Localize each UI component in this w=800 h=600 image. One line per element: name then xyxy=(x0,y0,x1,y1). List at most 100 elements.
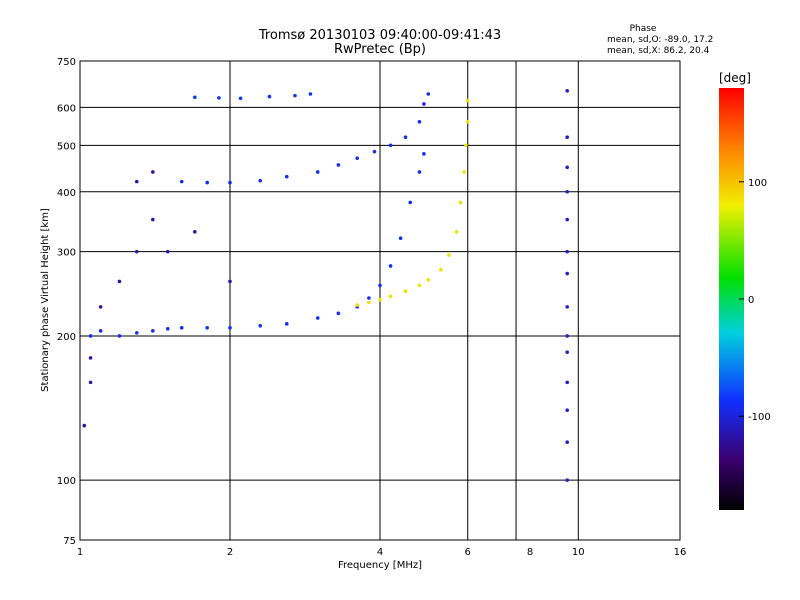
y-tick-label-2: 200 xyxy=(57,332,76,343)
data-point-s5-0 xyxy=(565,478,569,482)
y-tick-label-6: 600 xyxy=(57,103,76,114)
y-tick-label-7: 750 xyxy=(57,57,76,68)
data-points xyxy=(82,88,569,482)
y-tick-label-0: 75 xyxy=(63,536,76,547)
data-point-s4-8 xyxy=(134,179,139,184)
data-point-s5-4 xyxy=(565,350,569,354)
data-point-s4-0 xyxy=(82,423,87,428)
data-point-s4-4 xyxy=(117,279,122,284)
data-point-s1-14 xyxy=(465,98,470,103)
data-point-s2-11 xyxy=(417,119,422,124)
x-tick-label-4: 8 xyxy=(527,547,533,558)
data-point-s0-5 xyxy=(165,327,170,331)
data-point-s3-1 xyxy=(217,96,221,100)
data-point-s4-3 xyxy=(98,305,103,309)
data-point-s1-11 xyxy=(462,170,466,174)
data-point-s4-6 xyxy=(151,217,155,222)
x-axis-ticks: 1 2 4 6 8 10 16 xyxy=(77,547,687,558)
data-point-s0-0 xyxy=(88,334,93,338)
data-point-s4-7 xyxy=(151,170,155,174)
data-point-s1-12 xyxy=(464,143,468,148)
data-point-s1-10 xyxy=(458,200,463,205)
data-point-s2-2 xyxy=(228,180,232,185)
data-point-s3-4 xyxy=(293,93,297,98)
data-point-s2-13 xyxy=(426,92,431,96)
data-point-s0-4 xyxy=(151,329,155,333)
x-tick-label-0: 1 xyxy=(77,547,83,558)
data-point-s2-4 xyxy=(284,174,289,179)
data-point-s2-3 xyxy=(258,178,263,183)
data-point-s4-2 xyxy=(88,356,93,360)
data-point-s5-6 xyxy=(565,305,569,309)
data-point-s0-3 xyxy=(134,331,139,335)
data-point-s4-5 xyxy=(134,249,139,254)
data-point-s2-5 xyxy=(315,170,320,174)
data-point-s0-12 xyxy=(336,311,341,316)
data-point-s2-6 xyxy=(336,163,341,167)
data-point-s1-2 xyxy=(378,297,382,302)
data-point-s3-3 xyxy=(267,94,272,99)
data-point-s3-2 xyxy=(238,96,243,101)
data-point-s1-9 xyxy=(454,229,459,234)
data-point-s0-9 xyxy=(258,324,263,328)
data-point-s1-7 xyxy=(439,267,443,272)
phase-stats-o: mean, sd,O: -89.0, 17.2 xyxy=(607,35,713,45)
data-point-s1-5 xyxy=(417,283,422,288)
x-axis-label: Frequency [MHz] xyxy=(338,560,422,571)
data-point-s0-1 xyxy=(98,329,103,333)
data-point-s2-1 xyxy=(205,180,209,185)
x-tick-label-3: 6 xyxy=(465,547,471,558)
colorbar: [deg] -100 0 100 xyxy=(719,71,771,510)
phase-stats: Phase mean, sd,O: -89.0, 17.2 mean, sd,X… xyxy=(607,24,713,56)
phase-stats-heading: Phase xyxy=(630,24,657,34)
data-point-s4-10 xyxy=(193,229,197,234)
data-point-s2-9 xyxy=(388,143,393,148)
data-point-s0-10 xyxy=(284,322,289,326)
data-point-s0-15 xyxy=(378,283,382,288)
data-point-s0-2 xyxy=(117,334,122,338)
data-point-s0-8 xyxy=(228,326,232,330)
data-point-s5-13 xyxy=(565,88,569,93)
data-point-s0-16 xyxy=(388,264,393,268)
data-point-s2-0 xyxy=(179,179,184,184)
colorbar-tick-label-1: 0 xyxy=(748,295,754,306)
y-tick-label-3: 300 xyxy=(57,248,76,259)
data-point-s4-11 xyxy=(228,279,232,284)
data-point-s5-3 xyxy=(565,380,569,385)
y-tick-label-4: 400 xyxy=(57,188,76,199)
data-point-s1-6 xyxy=(426,277,431,282)
data-point-s1-0 xyxy=(355,303,359,307)
data-point-s5-12 xyxy=(565,135,569,139)
data-point-s5-2 xyxy=(565,408,569,412)
colorbar-tick-label-2: 100 xyxy=(748,178,767,189)
data-point-s5-5 xyxy=(565,334,569,338)
colorbar-ticks: -100 0 100 xyxy=(739,178,771,423)
y-axis-ticks: 75 100 200 300 400 500 600 750 xyxy=(57,57,76,547)
data-point-s1-1 xyxy=(367,300,371,305)
data-point-s2-7 xyxy=(355,156,359,161)
data-point-s2-12 xyxy=(422,102,426,106)
data-point-s4-9 xyxy=(165,249,170,254)
data-point-s1-13 xyxy=(465,119,470,124)
grid-lines xyxy=(79,60,681,541)
data-point-s3-0 xyxy=(193,95,197,100)
data-point-s0-20 xyxy=(422,152,426,156)
colorbar-tick-label-0: -100 xyxy=(748,412,771,423)
x-tick-label-1: 2 xyxy=(227,547,233,558)
data-point-s0-6 xyxy=(179,326,184,330)
data-point-s1-4 xyxy=(403,289,408,294)
data-point-s2-8 xyxy=(372,149,377,154)
data-point-s0-14 xyxy=(367,296,371,300)
data-point-s5-10 xyxy=(565,189,569,194)
y-tick-label-1: 100 xyxy=(57,476,76,487)
plot-frame xyxy=(79,60,681,541)
data-point-s5-9 xyxy=(565,217,569,222)
x-tick-label-6: 16 xyxy=(674,547,687,558)
y-axis-label: Stationary phase Virtual Height [km] xyxy=(40,208,51,392)
data-point-s0-11 xyxy=(315,316,320,320)
y-tick-label-5: 500 xyxy=(57,141,76,152)
data-point-s1-8 xyxy=(447,253,451,257)
data-point-s5-1 xyxy=(565,440,569,445)
data-point-s5-8 xyxy=(565,249,569,254)
data-point-s0-18 xyxy=(408,200,413,205)
